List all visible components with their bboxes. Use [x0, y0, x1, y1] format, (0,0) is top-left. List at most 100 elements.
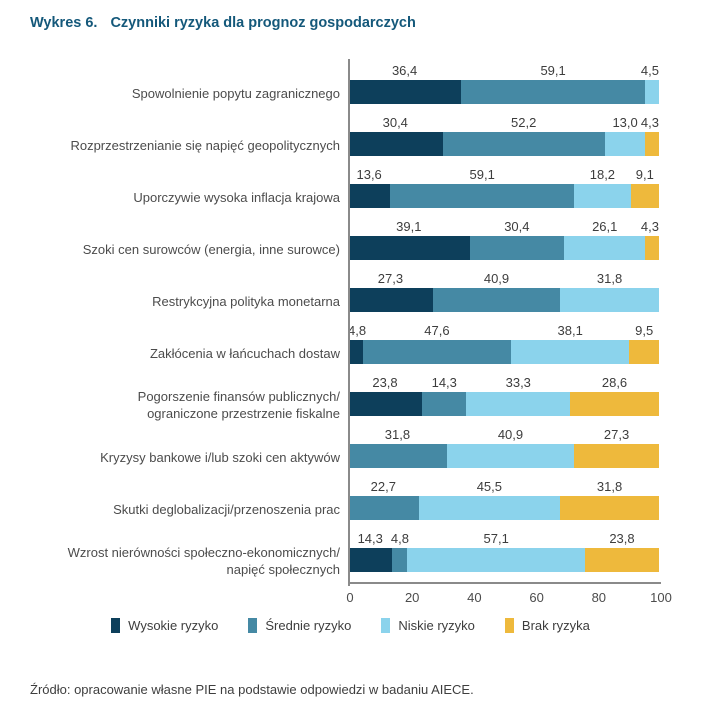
value-label: 27,3 — [603, 427, 630, 442]
chart-rows: Spowolnienie popytu zagranicznego 36,4 59,… — [30, 62, 671, 582]
x-tick-label: 0 — [346, 590, 354, 605]
value-label: 13,6 — [356, 167, 382, 182]
stacked-bar-chart: Spowolnienie popytu zagranicznego 36,4 59,… — [30, 59, 672, 633]
bar-segment-srednie — [422, 392, 467, 416]
chart-row: Uporczywie wysoka inflacja krajowa 13,6 59… — [30, 166, 671, 218]
stacked-bar — [348, 132, 659, 156]
value-label: 4,5 — [640, 63, 659, 78]
bar-area: 27,3 40,9 31,8 — [348, 270, 659, 322]
chart-title: Wykres 6. Czynniki ryzyka dla prognoz gos… — [30, 15, 416, 31]
category-label: Uporczywie wysoka inflacja krajowa — [30, 166, 348, 224]
chart-title-prefix: Wykres 6. — [30, 15, 98, 31]
value-label: 14,3 — [431, 375, 457, 390]
value-label: 47,6 — [424, 323, 450, 338]
value-labels: 27,3 40,9 31,8 — [348, 270, 659, 287]
x-tick-label: 100 — [650, 590, 672, 605]
category-label: Pogorszenie finansów publicznych/ogranic… — [30, 374, 348, 432]
category-label: Wzrost nierówności społeczno-ekonomiczny… — [30, 530, 348, 588]
category-label-line: Wzrost nierówności społeczno-ekonomiczny… — [67, 545, 340, 561]
category-label-line: Zakłócenia w łańcuchach dostaw — [149, 345, 340, 361]
bar-area: 36,4 59,1 4,5 — [348, 62, 659, 114]
value-label: 36,4 — [391, 63, 418, 78]
legend-label: Wysokie ryzyko — [128, 618, 219, 633]
value-label: 30,4 — [382, 115, 408, 130]
source-note: Źródło: opracowanie własne PIE na podsta… — [30, 682, 474, 697]
chart-row: Restrykcyjna polityka monetarna 27,3 40,9 3… — [30, 270, 671, 322]
legend-label: Brak ryzyka — [521, 618, 590, 633]
chart-row: Wzrost nierówności społeczno-ekonomiczny… — [30, 530, 671, 582]
value-label: 4,3 — [640, 115, 659, 130]
category-label-line: Pogorszenie finansów publicznych/ — [137, 389, 340, 405]
value-label: 40,9 — [483, 271, 510, 286]
bar-segment-wysokie — [348, 80, 462, 104]
bar-segment-srednie — [348, 496, 419, 520]
legend-swatch-icon — [504, 618, 514, 633]
x-axis-line — [348, 582, 661, 584]
value-labels: 13,6 59,1 18,2 9,1 — [348, 166, 659, 183]
value-label: 28,6 — [601, 375, 628, 390]
value-label: 38,1 — [557, 323, 583, 338]
bar-segment-niskie — [446, 444, 575, 468]
bar-area: 4,8 47,6 38,1 9,5 — [348, 322, 659, 374]
category-label-line: ograniczone przestrzenie fiskalne — [147, 406, 340, 421]
bar-segment-srednie — [442, 132, 605, 156]
bar-segment-srednie — [461, 80, 645, 104]
legend-label: Niskie ryzyko — [398, 618, 475, 633]
bar-segment-srednie — [362, 340, 511, 364]
bar-segment-niskie — [574, 184, 631, 208]
value-label: 14,3 — [357, 531, 383, 546]
stacked-bar — [348, 236, 659, 260]
bar-segment-niskie — [564, 236, 646, 260]
bar-area: 30,4 52,2 13,0 4,3 — [348, 114, 659, 166]
value-label: 31,8 — [596, 479, 623, 494]
category-label: Skutki deglobalizacji/przenoszenia prac — [30, 478, 348, 536]
bar-segment-srednie — [348, 444, 447, 468]
bar-segment-niskie — [418, 496, 561, 520]
category-label-line: Restrykcyjna polityka monetarna — [152, 293, 340, 309]
bar-segment-srednie — [432, 288, 561, 312]
legend-item-srednie: Średnie ryzyko — [248, 618, 351, 633]
bar-area: 39,1 30,4 26,1 4,3 — [348, 218, 659, 270]
bar-segment-wysokie — [348, 236, 470, 260]
chart-title-text: Czynniki ryzyka dla prognoz gospodarczyc… — [110, 15, 416, 31]
value-label: 39,1 — [396, 219, 422, 234]
value-label: 23,8 — [609, 531, 635, 546]
value-label: 30,4 — [504, 219, 530, 234]
legend-item-wysokie: Wysokie ryzyko — [111, 618, 218, 633]
bar-area: 14,3 4,8 57,1 23,8 — [348, 530, 659, 582]
value-labels: 36,4 59,1 4,5 — [348, 62, 659, 79]
bar-segment-brak — [574, 444, 659, 468]
bar-segment-srednie — [392, 548, 408, 572]
bar-segment-brak — [645, 236, 659, 260]
bar-segment-wysokie — [348, 184, 391, 208]
value-label: 31,8 — [384, 427, 411, 442]
legend-swatch-icon — [111, 618, 121, 633]
bar-segment-niskie — [466, 392, 571, 416]
value-label: 31,8 — [596, 271, 623, 286]
stacked-bar — [348, 340, 659, 364]
value-label: 4,8 — [348, 323, 367, 338]
bar-segment-brak — [560, 496, 659, 520]
chart-row: Zakłócenia w łańcuchach dostaw 4,8 47,6 38,… — [30, 322, 671, 374]
value-label: 4,3 — [640, 219, 659, 234]
chart-row: Rozprzestrzenianie się napięć geopolityc… — [30, 114, 671, 166]
bar-segment-niskie — [407, 548, 585, 572]
category-label-line: Spowolnienie popytu zagranicznego — [131, 85, 340, 101]
value-label: 22,7 — [370, 479, 396, 494]
bar-segment-brak — [630, 184, 659, 208]
stacked-bar — [348, 288, 659, 312]
bar-area: 13,6 59,1 18,2 9,1 — [348, 166, 659, 218]
stacked-bar — [348, 184, 659, 208]
bar-segment-wysokie — [348, 392, 423, 416]
legend-label: Średnie ryzyko — [265, 618, 352, 633]
bar-segment-brak — [629, 340, 659, 364]
category-label-line: Rozprzestrzenianie się napięć geopolityc… — [70, 137, 340, 153]
value-label: 23,8 — [372, 375, 398, 390]
category-label-line: Szoki cen surowców (energia, inne surowc… — [82, 241, 340, 257]
bar-segment-niskie — [510, 340, 630, 364]
stacked-bar — [348, 548, 659, 572]
bar-segment-niskie — [604, 132, 646, 156]
value-labels: 14,3 4,8 57,1 23,8 — [348, 530, 659, 547]
value-label: 9,1 — [635, 167, 654, 182]
value-labels: 39,1 30,4 26,1 4,3 — [348, 218, 659, 235]
